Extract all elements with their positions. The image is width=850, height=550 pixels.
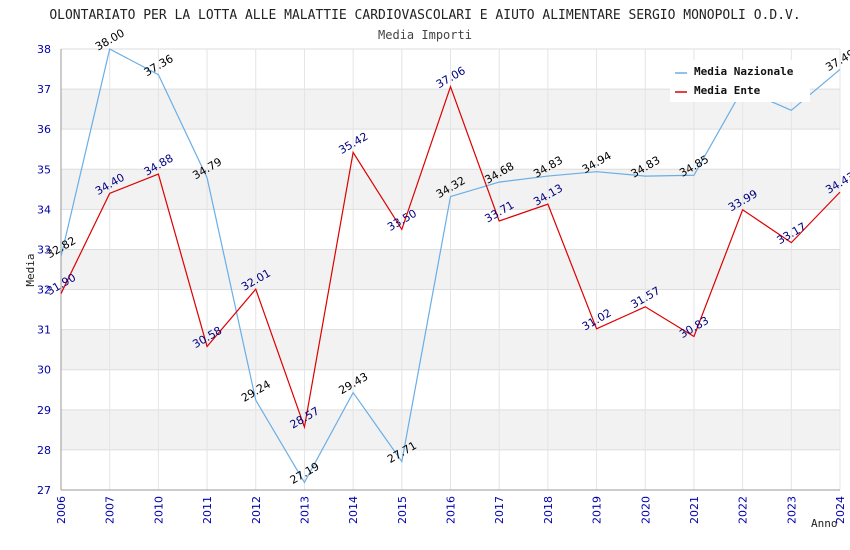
x-tick-label: 2016 [445, 496, 458, 524]
chart-title: OLONTARIATO PER LA LOTTA ALLE MALATTIE C… [49, 8, 800, 23]
x-tick-label: 2020 [639, 496, 652, 524]
x-tick-label: 2012 [250, 496, 263, 524]
y-tick-label: 37 [37, 83, 51, 96]
x-tick-label: 2010 [152, 496, 165, 524]
series-line-media-nazionale [60, 48, 841, 484]
y-tick-label: 33 [37, 243, 51, 256]
series-lines [60, 48, 841, 484]
legend: Media Nazionale Media Ente [670, 60, 810, 102]
x-tick-labels: 2006 2007 2010 2011 2012 2013 2014 2015 2016 2017… [55, 496, 847, 524]
x-tick-label: 2024 [834, 496, 847, 524]
x-axis-label: Anno [811, 517, 838, 530]
legend-label-media-nazionale: Media Nazionale [694, 65, 794, 78]
x-tick-label: 2018 [542, 496, 555, 524]
x-tick-label: 2022 [737, 496, 750, 524]
y-tick-label: 31 [37, 324, 51, 337]
legend-label-media-ente: Media Ente [694, 84, 761, 97]
y-tick-label: 35 [37, 163, 51, 176]
x-tick-label: 2007 [104, 496, 117, 524]
x-tick-label: 2013 [298, 496, 311, 524]
x-tick-label: 2006 [55, 496, 68, 524]
x-tick-label: 2015 [396, 496, 409, 524]
y-axis-label: Media [24, 253, 37, 286]
data-label: 37.49 [823, 47, 850, 74]
y-tick-label: 30 [37, 364, 51, 377]
y-tick-label: 29 [37, 404, 51, 417]
y-tick-label: 27 [37, 484, 51, 497]
chart-subtitle: Media Importi [378, 28, 472, 42]
y-tick-label: 32 [37, 284, 51, 297]
x-tick-label: 2014 [347, 496, 360, 524]
grid-lines [60, 48, 841, 491]
axes [60, 49, 840, 491]
x-tick-label: 2011 [201, 496, 214, 524]
y-tick-labels: 27 28 29 30 31 32 33 34 35 36 37 38 [37, 43, 51, 497]
y-tick-label: 34 [37, 203, 51, 216]
legend-box [670, 60, 810, 102]
y-tick-label: 28 [37, 444, 51, 457]
series-line-media-ente [60, 84, 841, 430]
y-tick-label: 36 [37, 123, 51, 136]
x-tick-label: 2019 [591, 496, 604, 524]
y-tick-label: 38 [37, 43, 51, 56]
x-tick-label: 2017 [493, 496, 506, 524]
x-tick-label: 2021 [688, 496, 701, 524]
x-tick-label: 2023 [785, 496, 798, 524]
